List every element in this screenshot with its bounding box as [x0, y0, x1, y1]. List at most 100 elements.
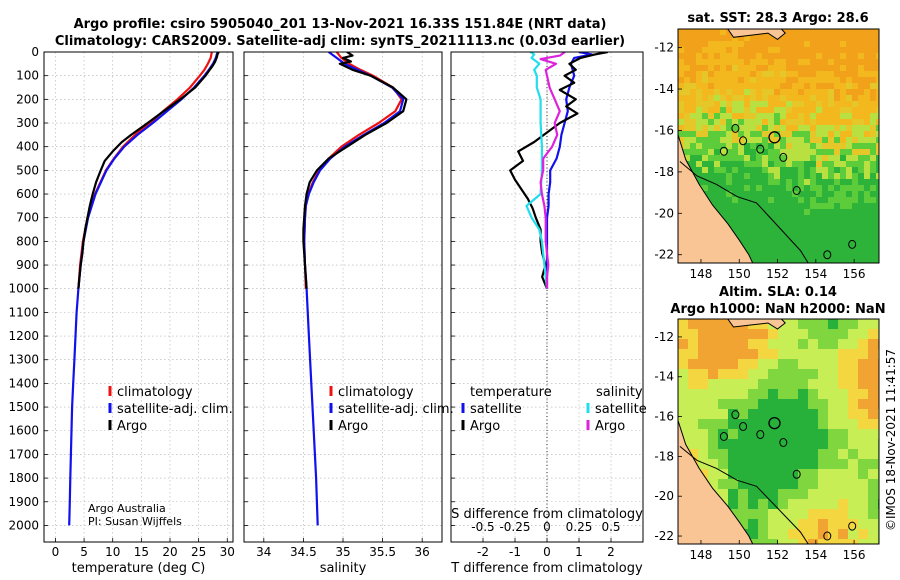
map-cell — [702, 83, 709, 90]
map-cell — [688, 329, 699, 340]
map-cell — [768, 59, 775, 66]
map-cell — [762, 59, 769, 66]
map-cell — [738, 53, 745, 60]
map-cell — [870, 215, 877, 222]
map-cell — [702, 179, 709, 186]
map-cell — [758, 419, 769, 430]
map-cell — [726, 137, 733, 144]
y-tick-label: 1800 — [8, 471, 39, 485]
map-cell — [728, 449, 739, 460]
map-cell — [786, 35, 793, 42]
map-cell — [870, 89, 877, 96]
map-cell — [818, 399, 829, 410]
map-cell — [858, 359, 869, 370]
map-x-tick-label: 152 — [766, 267, 789, 281]
map-cell — [786, 77, 793, 84]
map-cell — [858, 131, 865, 138]
map-cell — [804, 155, 811, 162]
map-cell — [858, 389, 869, 400]
map-cell — [774, 245, 781, 252]
map-cell — [744, 41, 751, 48]
map-cell — [876, 143, 879, 150]
map-cell — [708, 113, 715, 120]
map-cell — [720, 203, 727, 210]
map-cell — [732, 149, 739, 156]
map-cell — [678, 77, 685, 84]
map-cell — [728, 489, 739, 500]
map-cell — [852, 77, 859, 84]
map-cell — [728, 339, 739, 350]
map-cell — [804, 89, 811, 96]
map-cell — [690, 65, 697, 72]
reef-outline — [719, 146, 728, 156]
map-cell — [738, 479, 749, 490]
map-cell — [808, 439, 819, 450]
map-cell — [792, 83, 799, 90]
map-cell — [774, 179, 781, 186]
map-cell — [684, 77, 691, 84]
map-cell — [852, 209, 859, 216]
map-cell — [868, 379, 879, 390]
map-cell — [808, 499, 819, 510]
map-cell — [696, 113, 703, 120]
map-cell — [804, 251, 811, 258]
map-cell — [678, 113, 685, 120]
map-cell — [838, 359, 849, 370]
map-cell — [828, 173, 835, 180]
map-cell — [792, 29, 799, 36]
map-cell — [798, 47, 805, 54]
map-cell — [876, 245, 879, 252]
map-cell — [696, 131, 703, 138]
map-cell — [870, 257, 877, 263]
map-cell — [688, 319, 699, 330]
map-cell — [876, 203, 879, 210]
map-cell — [828, 65, 835, 72]
map-cell — [858, 77, 865, 84]
map-cell — [726, 59, 733, 66]
map-cell — [714, 173, 721, 180]
map-cell — [750, 149, 757, 156]
map-cell — [834, 185, 841, 192]
map-cell — [728, 349, 739, 360]
map-frame — [677, 28, 880, 264]
map-cell — [846, 77, 853, 84]
map-cell — [678, 101, 685, 108]
map-cell — [708, 35, 715, 42]
map-cell — [708, 59, 715, 66]
map-cell — [726, 167, 733, 174]
map-cell — [726, 47, 733, 54]
legend-label-satellite: satellite-adj. clim. — [117, 402, 233, 417]
map-cell — [748, 419, 759, 430]
map-cell — [702, 95, 709, 102]
map-cell — [708, 349, 719, 360]
map-cell — [810, 179, 817, 186]
map-cell — [688, 429, 699, 440]
reef-outline — [739, 422, 748, 431]
map-cell — [828, 459, 839, 470]
map-cell — [726, 131, 733, 138]
map-cell — [714, 185, 721, 192]
map-cell — [774, 71, 781, 78]
map-cell — [834, 203, 841, 210]
map-cell — [834, 95, 841, 102]
map-cell — [834, 35, 841, 42]
map-cell — [786, 215, 793, 222]
map-cell — [744, 95, 751, 102]
map-cell — [868, 429, 879, 440]
map-cell — [788, 349, 799, 360]
map-cell — [786, 203, 793, 210]
map-cell — [792, 41, 799, 48]
map-cell — [786, 125, 793, 132]
credit-line1: Argo Australia — [88, 502, 166, 515]
map-cell — [768, 197, 775, 204]
map-cell — [786, 53, 793, 60]
map-cell — [768, 459, 779, 470]
map-cell — [818, 479, 829, 490]
map-cell — [738, 83, 745, 90]
series-line-argo — [77, 52, 220, 289]
map-cell — [818, 529, 829, 540]
map-cell — [822, 59, 829, 66]
map-cell — [848, 499, 859, 510]
map-cell — [804, 47, 811, 54]
map-cell — [750, 41, 757, 48]
